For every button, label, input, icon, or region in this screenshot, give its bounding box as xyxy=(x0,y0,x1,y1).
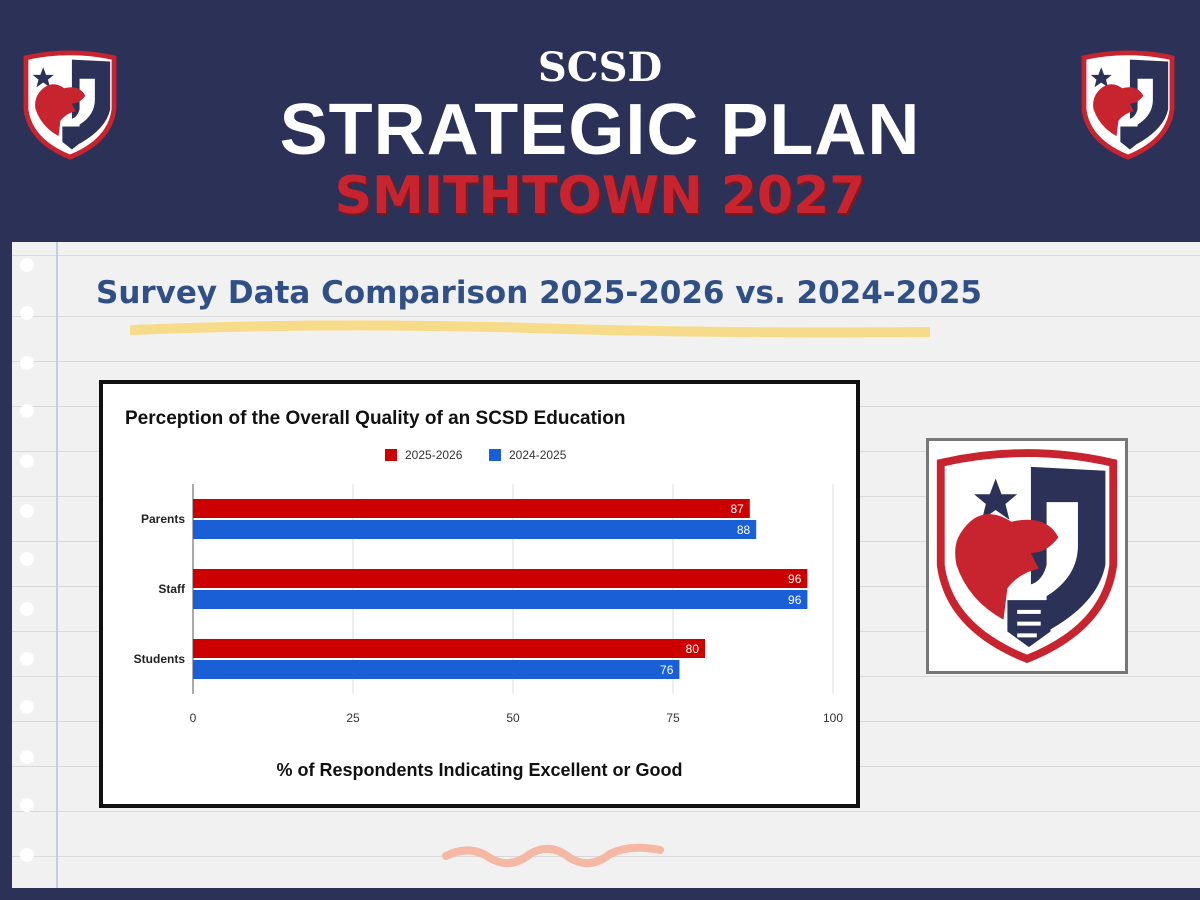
x-axis-label: % of Respondents Indicating Excellent or… xyxy=(276,760,683,780)
binder-hole xyxy=(20,652,34,666)
chart-legend: 2025-2026 2024-2025 xyxy=(103,448,856,468)
binder-hole xyxy=(20,454,34,468)
crest-left-icon xyxy=(23,50,117,160)
binder-hole xyxy=(20,750,34,764)
chart-title: Perception of the Overall Quality of an … xyxy=(125,408,626,429)
header-smithtown-2027: SMITHTOWN 2027 xyxy=(334,166,866,226)
binder-hole xyxy=(20,356,34,370)
y-category-label: Parents xyxy=(141,512,185,526)
chart-panel: Perception of the Overall Quality of an … xyxy=(99,380,860,808)
legend-item-series-1: 2025-2026 xyxy=(385,448,462,462)
binder-hole xyxy=(20,306,34,320)
bar-chart-plot: 0 25 50 75 100 Parents 87 88 Staff 96 96 Students 80… xyxy=(134,484,843,725)
legend-label: 2025-2026 xyxy=(405,448,463,462)
binder-hole xyxy=(20,258,34,272)
binder-hole xyxy=(20,602,34,616)
bar-parents-series-1 xyxy=(193,499,750,518)
header-strategic-plan: STRATEGIC PLAN xyxy=(279,90,921,170)
paper-margin-line xyxy=(56,242,58,888)
binder-hole xyxy=(20,848,34,862)
legend-item-series-2: 2024-2025 xyxy=(489,448,566,462)
bar-data-label: 80 xyxy=(686,642,700,656)
binder-hole xyxy=(20,504,34,518)
scsd-bull-crest-icon xyxy=(936,449,1118,664)
bar-data-label: 76 xyxy=(660,663,674,677)
y-category-label: Staff xyxy=(158,582,186,596)
legend-swatch xyxy=(489,449,501,461)
bar-data-label: 87 xyxy=(730,502,744,516)
bar-students-series-2 xyxy=(193,660,680,679)
x-tick-label: 25 xyxy=(346,711,360,725)
crest-right-icon xyxy=(1081,50,1175,160)
x-tick-label: 0 xyxy=(190,711,197,725)
binder-hole xyxy=(20,700,34,714)
survey-title: Survey Data Comparison 2025-2026 vs. 202… xyxy=(96,275,982,311)
binder-hole xyxy=(20,552,34,566)
bar-students-series-1 xyxy=(193,639,705,658)
bar-staff-series-2 xyxy=(193,590,808,609)
bar-parents-series-2 xyxy=(193,520,757,539)
legend-label: 2024-2025 xyxy=(509,448,567,462)
y-category-label: Students xyxy=(134,652,186,666)
title-highlight-stroke xyxy=(130,320,930,338)
bar-data-label: 88 xyxy=(737,523,751,537)
header-banner: SCSD STRATEGIC PLAN SMITHTOWN 2027 xyxy=(0,0,1200,240)
header-scsd: SCSD xyxy=(537,44,663,91)
x-tick-label: 50 xyxy=(506,711,520,725)
binder-hole xyxy=(20,798,34,812)
decorative-squiggle xyxy=(442,843,664,868)
legend-swatch xyxy=(385,449,397,461)
bar-staff-series-1 xyxy=(193,569,808,588)
bar-data-label: 96 xyxy=(788,593,802,607)
binder-hole xyxy=(20,404,34,418)
x-tick-label: 100 xyxy=(823,711,843,725)
bar-data-label: 96 xyxy=(788,572,802,586)
x-tick-label: 75 xyxy=(666,711,680,725)
logo-frame xyxy=(926,438,1128,674)
